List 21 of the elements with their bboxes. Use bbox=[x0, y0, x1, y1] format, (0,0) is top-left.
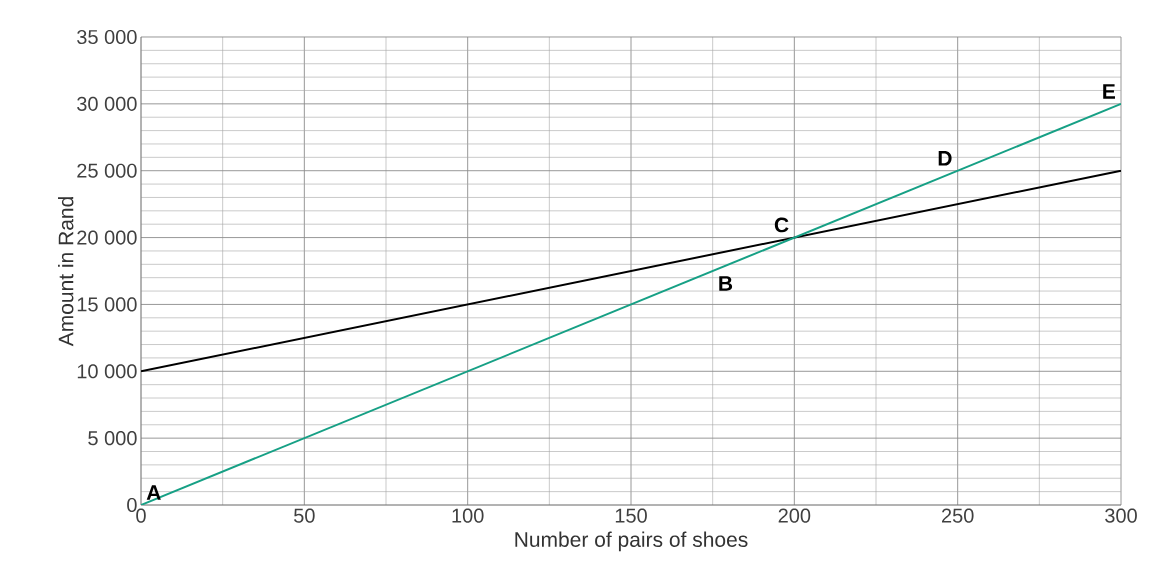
x-tick-label: 50 bbox=[294, 508, 315, 523]
y-tick-label: 20 000 bbox=[77, 230, 137, 245]
annotation: C bbox=[774, 217, 789, 233]
y-tick-label: 5 000 bbox=[88, 431, 137, 446]
y-tick-label: 10 000 bbox=[77, 364, 137, 379]
annotation: D bbox=[938, 151, 952, 166]
annotation: E bbox=[1103, 84, 1115, 99]
y-tick-label: 30 000 bbox=[77, 96, 137, 111]
x-tick-label: 150 bbox=[615, 508, 647, 523]
x-tick-label: 100 bbox=[452, 508, 484, 523]
y-tick-label: 35 000 bbox=[77, 29, 137, 45]
y-tick-label: 0 bbox=[127, 497, 137, 513]
y-tick-label: 25 000 bbox=[77, 163, 137, 178]
x-tick-label: 250 bbox=[942, 508, 974, 523]
annotation: A bbox=[146, 485, 161, 500]
annotation: B bbox=[719, 276, 733, 291]
x-tick-label: 200 bbox=[778, 508, 811, 523]
x-tick-label: 300 bbox=[1105, 508, 1137, 523]
x-axis-title: Number of pairs of shoes bbox=[515, 531, 748, 552]
y-tick-label: 15 000 bbox=[77, 297, 137, 312]
y-axis-title: Amount in Rand bbox=[58, 197, 74, 347]
